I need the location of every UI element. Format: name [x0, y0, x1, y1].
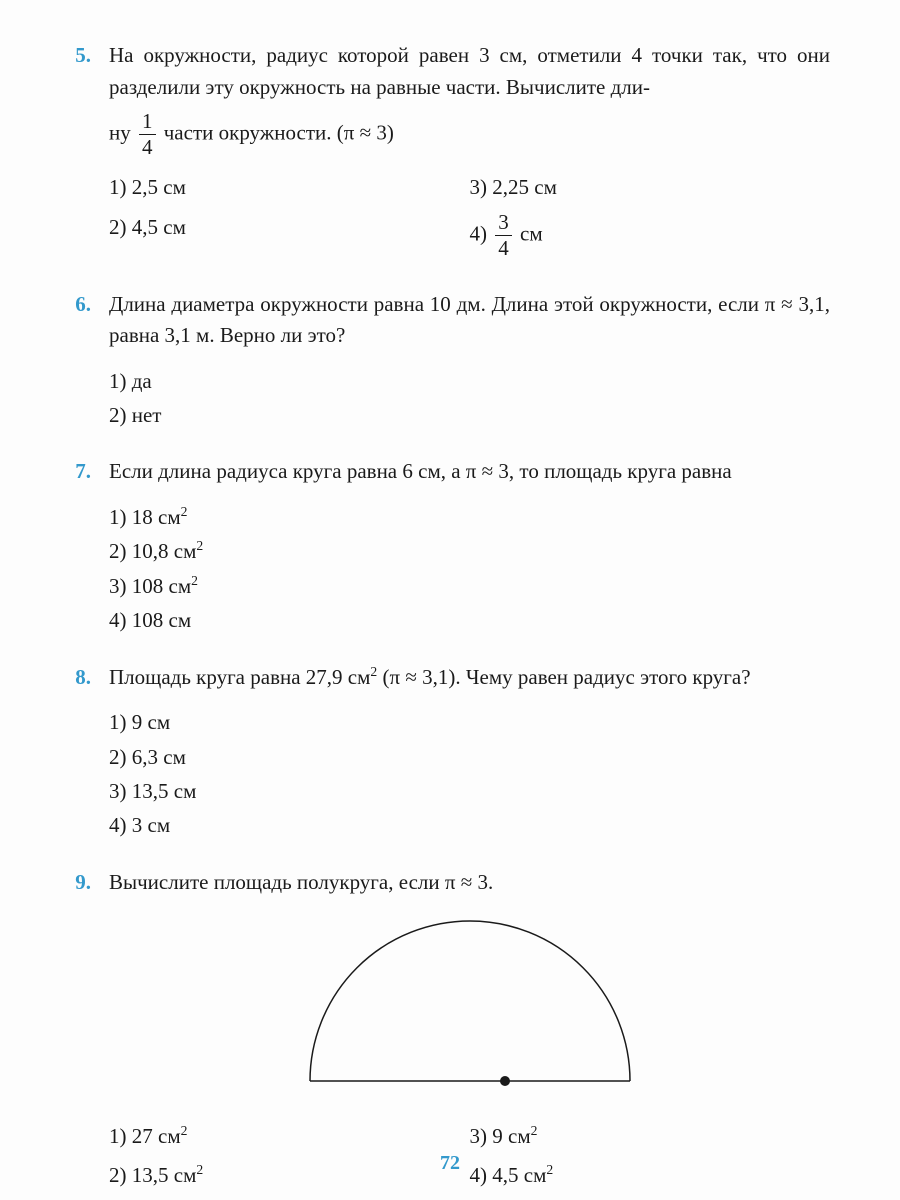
options-row: 2) 4,5 см 4) 34 см	[109, 212, 830, 259]
text-part: ну	[109, 120, 136, 144]
problem-body: Длина диаметра окружности равна 10 дм. Д…	[95, 289, 830, 435]
denominator: 4	[139, 135, 156, 158]
option: 2) нет	[109, 400, 830, 430]
problem-text: Площадь круга равна 27,9 см2 (π ≈ 3,1). …	[109, 662, 830, 694]
problem-body: На окружности, радиус которой равен 3 см…	[95, 40, 830, 267]
options-row: 1) 2,5 см 3) 2,25 см	[109, 172, 830, 204]
fraction: 14	[139, 111, 156, 158]
numerator: 1	[139, 111, 156, 135]
text-part: На окружности, радиус которой равен 3 см…	[109, 43, 830, 99]
option: 1) да	[109, 366, 830, 396]
problem-text: Если длина радиуса круга равна 6 см, а π…	[109, 456, 830, 488]
problem-body: Если длина радиуса круга равна 6 см, а π…	[95, 456, 830, 639]
problem-number: 8.	[65, 662, 95, 845]
problem-9: 9. Вычислите площадь полукруга, если π ≈…	[65, 867, 830, 1200]
option-prefix: 4)	[470, 221, 493, 245]
option: 2) 6,3 см	[109, 742, 830, 772]
option: 3) 9 см2	[470, 1121, 831, 1153]
problem-6: 6. Длина диаметра окружности равна 10 дм…	[65, 289, 830, 435]
denominator: 4	[495, 236, 512, 259]
problem-body: Площадь круга равна 27,9 см2 (π ≈ 3,1). …	[95, 662, 830, 845]
option: 2) 4,5 см	[109, 212, 470, 259]
problem-number: 6.	[65, 289, 95, 435]
semicircle-figure	[109, 916, 830, 1101]
problem-5: 5. На окружности, радиус которой равен 3…	[65, 40, 830, 267]
option: 1) 27 см2	[109, 1121, 470, 1153]
fraction: 34	[495, 212, 512, 259]
option: 3) 108 см2	[109, 571, 830, 601]
problem-number: 9.	[65, 867, 95, 1200]
numerator: 3	[495, 212, 512, 236]
option: 4) 34 см	[470, 212, 831, 259]
problem-text: Вычислите площадь полукруга, если π ≈ 3.	[109, 867, 830, 899]
problem-body: Вычислите площадь полукруга, если π ≈ 3.…	[95, 867, 830, 1200]
text-part: части окружности. (π ≈ 3)	[159, 120, 394, 144]
options-row: 1) 27 см2 3) 9 см2	[109, 1121, 830, 1153]
option: 2) 10,8 см2	[109, 536, 830, 566]
problem-number: 5.	[65, 40, 95, 267]
problem-text: На окружности, радиус которой равен 3 см…	[109, 40, 830, 103]
option: 1) 2,5 см	[109, 172, 470, 204]
option: 1) 18 см2	[109, 502, 830, 532]
option-suffix: см	[515, 221, 543, 245]
option: 1) 9 см	[109, 707, 830, 737]
option: 4) 3 см	[109, 810, 830, 840]
problem-text-continued: ну 14 части окружности. (π ≈ 3)	[109, 111, 830, 158]
semicircle-svg	[280, 916, 660, 1091]
option: 4) 108 см	[109, 605, 830, 635]
option: 3) 2,25 см	[470, 172, 831, 204]
problem-text: Длина диаметра окружности равна 10 дм. Д…	[109, 289, 830, 352]
problem-8: 8. Площадь круга равна 27,9 см2 (π ≈ 3,1…	[65, 662, 830, 845]
option: 3) 13,5 см	[109, 776, 830, 806]
problem-7: 7. Если длина радиуса круга равна 6 см, …	[65, 456, 830, 639]
problem-number: 7.	[65, 456, 95, 639]
center-dot	[500, 1076, 510, 1086]
page-number: 72	[0, 1152, 900, 1175]
semicircle-arc	[310, 921, 630, 1081]
